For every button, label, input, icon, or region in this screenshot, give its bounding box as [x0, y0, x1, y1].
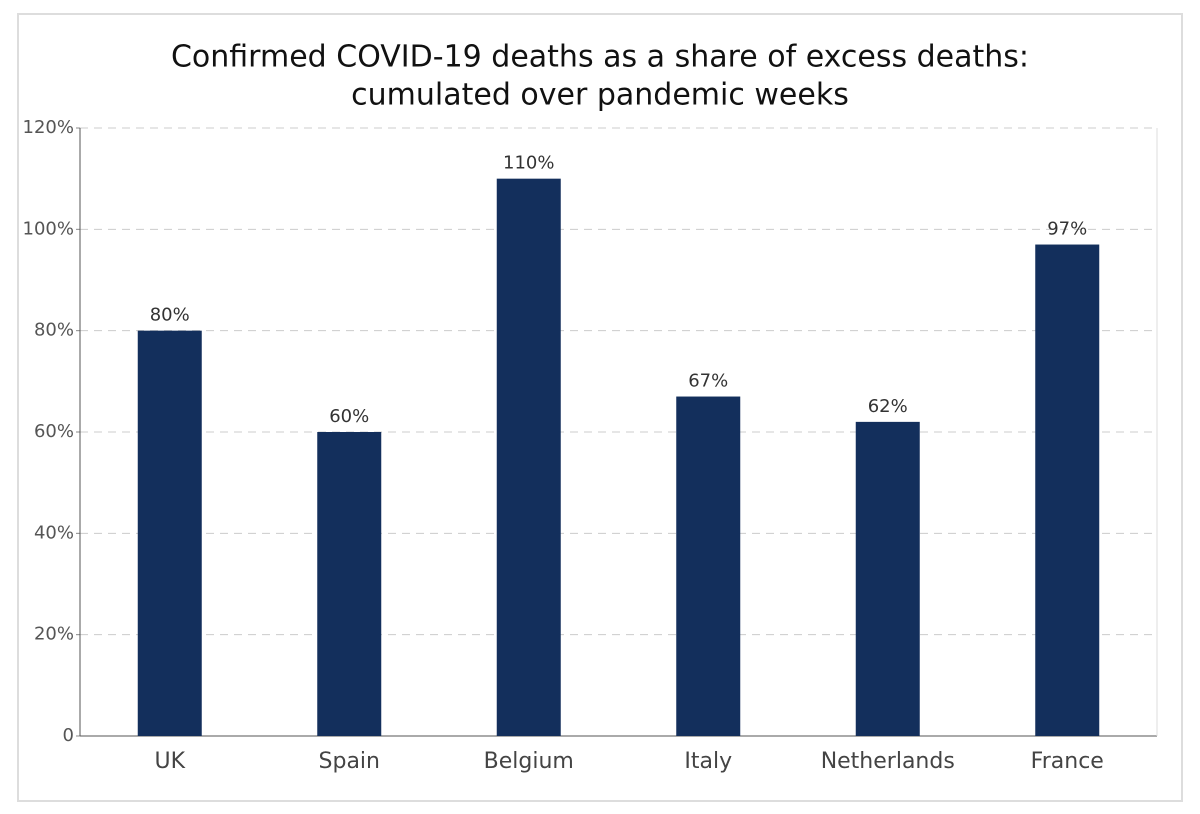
y-tick-label: 40% — [34, 522, 74, 543]
y-tick-label: 80% — [34, 320, 74, 341]
frame — [17, 13, 1183, 802]
bar — [496, 178, 561, 736]
y-tick-label: 60% — [34, 421, 74, 442]
y-tick-label: 120% — [23, 117, 74, 138]
y-tick-label: 0 — [63, 725, 74, 746]
x-tick-label: Spain — [319, 749, 380, 774]
value-label: 97% — [1047, 219, 1087, 240]
bar — [1035, 244, 1100, 737]
x-tick-label: Netherlands — [821, 749, 955, 774]
y-tick-label: 100% — [23, 218, 74, 239]
value-label: 67% — [688, 371, 728, 392]
bar — [137, 330, 202, 736]
bar — [317, 432, 382, 736]
x-tick-label: Italy — [684, 749, 732, 774]
x-tick-label: France — [1031, 749, 1104, 774]
y-tick-label: 20% — [34, 624, 74, 645]
value-label: 62% — [868, 396, 908, 417]
x-tick-label: UK — [154, 749, 185, 774]
value-label: 60% — [329, 406, 369, 427]
value-label: 110% — [503, 153, 554, 174]
x-tick-label: Belgium — [484, 749, 574, 774]
bar — [855, 421, 920, 736]
bar — [676, 396, 741, 736]
chart-title: cumulated over pandemic weeks — [351, 78, 849, 113]
value-label: 80% — [150, 305, 190, 326]
chart-title: Confirmed COVID-19 deaths as a share of … — [171, 40, 1029, 75]
